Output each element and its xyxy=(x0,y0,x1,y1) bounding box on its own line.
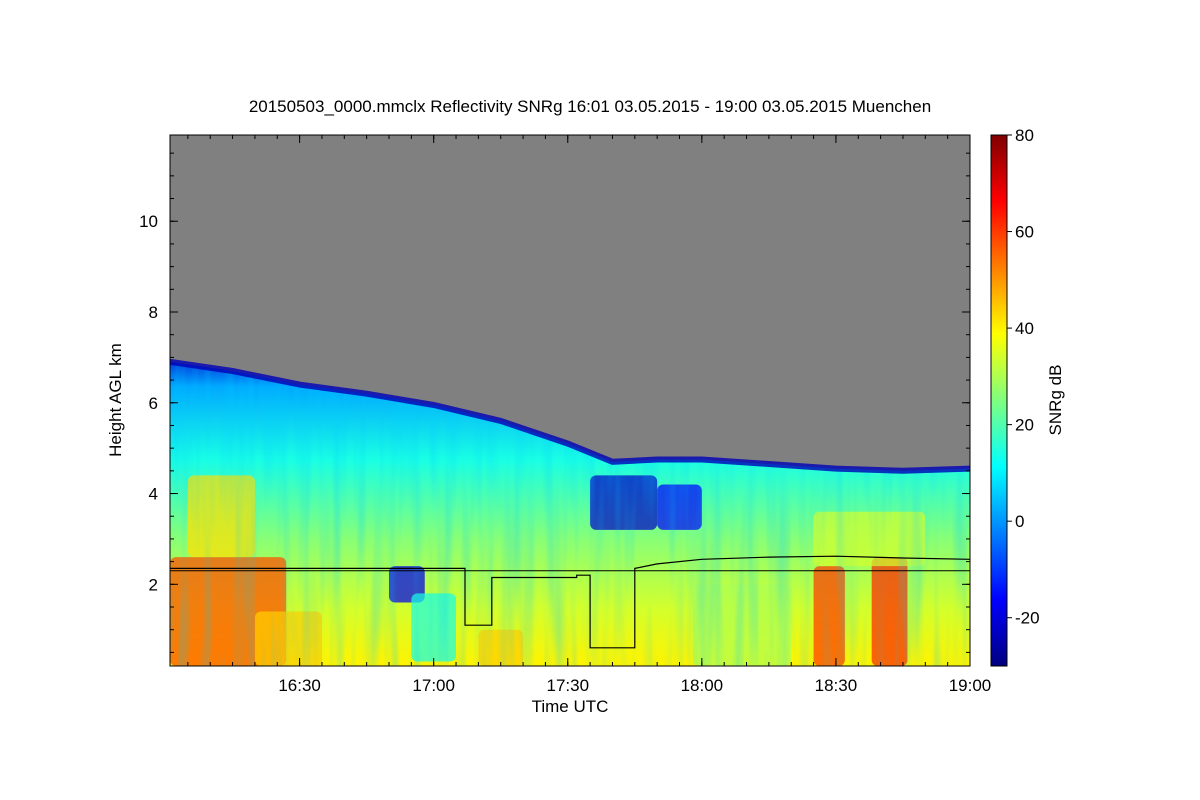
x-tick-label: 16:30 xyxy=(278,676,321,695)
plot-area xyxy=(170,135,970,666)
x-axis-label: Time UTC xyxy=(531,697,609,716)
colorbar-tick-label: -20 xyxy=(1015,609,1040,628)
colorbar-axis: -20 0 20 40 60 80 xyxy=(1007,126,1040,628)
x-tick-label: 17:30 xyxy=(546,676,589,695)
x-axis: 16:30 17:00 17:30 18:00 18:30 19:00 xyxy=(187,135,992,695)
chart-title: 20150503_0000.mmclx Reflectivity SNRg 16… xyxy=(248,97,932,116)
y-tick-label: 4 xyxy=(149,485,158,504)
colorbar-tick-label: 60 xyxy=(1015,223,1034,242)
plot-frame xyxy=(169,134,971,667)
colorbar-tick-label: 80 xyxy=(1015,126,1034,145)
echo-top-edge xyxy=(170,358,970,474)
y-tick-label: 2 xyxy=(149,575,158,594)
colorbar-tick-label: 0 xyxy=(1015,512,1024,531)
y-tick-label: 8 xyxy=(149,303,158,322)
step-line xyxy=(170,555,970,649)
y-tick-label: 10 xyxy=(139,212,158,231)
x-tick-label: 18:00 xyxy=(681,676,724,695)
colorbar-tick-label: 20 xyxy=(1015,416,1034,435)
y-tick-label: 6 xyxy=(149,394,158,413)
x-tick-label: 19:00 xyxy=(949,676,992,695)
colorbar-label: SNRg dB xyxy=(1046,364,1065,436)
x-tick-label: 18:30 xyxy=(815,676,858,695)
colorbar xyxy=(990,134,1008,667)
y-axis-label: Height AGL km xyxy=(106,343,125,457)
x-tick-label: 17:00 xyxy=(412,676,455,695)
colorbar-tick-label: 40 xyxy=(1015,319,1034,338)
y-axis: 2 4 6 8 10 xyxy=(139,152,970,653)
